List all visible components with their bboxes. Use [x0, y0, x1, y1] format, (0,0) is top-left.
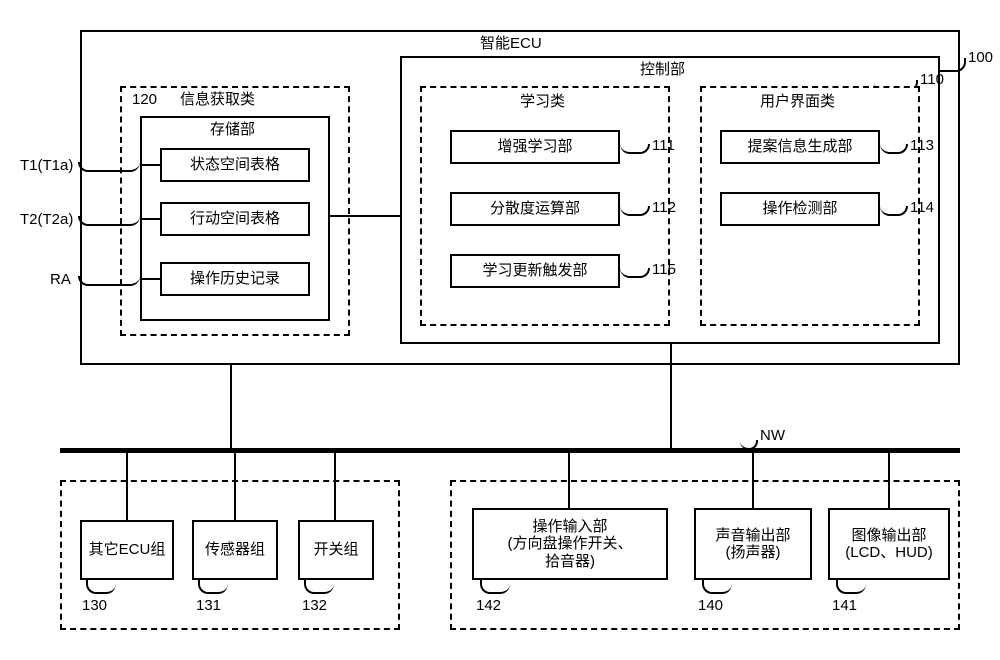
- module-ecu-title: 智能ECU: [480, 36, 542, 53]
- br-1: 声音输出部 (扬声器): [694, 508, 812, 580]
- leadc-141: [836, 580, 866, 594]
- br-stub-1: [752, 453, 754, 508]
- ref-140: 140: [698, 598, 723, 615]
- storage-item-1-label: 行动空间表格: [190, 210, 280, 227]
- br-stub-0: [568, 453, 570, 508]
- ref-114: 114: [910, 200, 934, 217]
- learn-2-label: 学习更新触发部: [482, 262, 587, 279]
- br-1-label: 声音输出部 (扬声器): [715, 527, 790, 562]
- ref-132: 132: [302, 598, 327, 615]
- ref-ra: RA: [50, 272, 71, 289]
- lead-t2: [140, 218, 160, 220]
- bl-stub-2: [334, 453, 336, 520]
- bus-label: NW: [760, 428, 785, 445]
- bl-2-label: 开关组: [313, 541, 358, 558]
- bl-1-label: 传感器组: [205, 541, 265, 558]
- bl-1: 传感器组: [192, 520, 278, 580]
- bl-0-label: 其它ECU组: [89, 541, 166, 558]
- ref-131: 131: [196, 598, 221, 615]
- br-0: 操作输入部 (方向盘操作开关、 拾音器): [472, 508, 668, 580]
- bl-2: 开关组: [298, 520, 374, 580]
- info-group-title: 信息获取类: [180, 92, 255, 109]
- ref-110: 110: [920, 72, 944, 89]
- leadc-142: [480, 580, 510, 594]
- learning-title: 学习类: [520, 94, 565, 111]
- storage-item-0-label: 状态空间表格: [190, 156, 280, 173]
- drop-left: [230, 365, 232, 450]
- ref-t1: T1(T1a): [20, 158, 78, 175]
- ref-112: 112: [652, 200, 676, 217]
- storage-item-1: 行动空间表格: [160, 202, 310, 236]
- ref-142: 142: [476, 598, 501, 615]
- ref-t2: T2(T2a): [20, 212, 73, 229]
- ref-111: 111: [652, 138, 675, 155]
- leadc-131: [198, 580, 228, 594]
- diagram-canvas: 智能ECU 100 控制部 110 120 信息获取类 存储部 状态空间表格 T…: [20, 20, 980, 640]
- ui-0-label: 提案信息生成部: [747, 138, 852, 155]
- leadc-t1: [78, 162, 140, 172]
- learn-0-label: 增强学习部: [497, 138, 572, 155]
- controller-title: 控制部: [640, 62, 685, 79]
- storage-item-2-label: 操作历史记录: [190, 270, 280, 287]
- conn-storage-ctrl: [330, 215, 400, 217]
- bus-nw: [60, 448, 960, 453]
- bl-0: 其它ECU组: [80, 520, 174, 580]
- ref-130: 130: [82, 598, 107, 615]
- learn-1-label: 分散度运算部: [490, 200, 580, 217]
- learn-1: 分散度运算部: [450, 192, 620, 226]
- bl-stub-0: [126, 453, 128, 520]
- ui-1-label: 操作检测部: [762, 200, 837, 217]
- lead-t1: [140, 164, 160, 166]
- br-2: 图像输出部 (LCD、HUD): [828, 508, 950, 580]
- leadc-132: [304, 580, 334, 594]
- storage-item-0: 状态空间表格: [160, 148, 310, 182]
- ui-1: 操作检测部: [720, 192, 880, 226]
- ref-100: 100: [968, 50, 993, 67]
- ref-141: 141: [832, 598, 857, 615]
- storage-item-2: 操作历史记录: [160, 262, 310, 296]
- leadc-130: [86, 580, 116, 594]
- ui-0: 提案信息生成部: [720, 130, 880, 164]
- lead-ra: [140, 278, 160, 280]
- ref-115: 115: [652, 262, 676, 279]
- leadc-t2: [78, 216, 140, 226]
- ui-title: 用户界面类: [760, 94, 835, 111]
- leadc-ra: [78, 276, 140, 286]
- learn-2: 学习更新触发部: [450, 254, 620, 288]
- ref-113: 113: [910, 138, 934, 155]
- drop-right: [670, 344, 672, 450]
- storage-title: 存储部: [210, 122, 255, 139]
- br-0-label: 操作输入部 (方向盘操作开关、 拾音器): [508, 518, 633, 570]
- br-2-label: 图像输出部 (LCD、HUD): [845, 527, 933, 562]
- learn-0: 增强学习部: [450, 130, 620, 164]
- br-stub-2: [888, 453, 890, 508]
- leadc-140: [702, 580, 732, 594]
- bl-stub-1: [234, 453, 236, 520]
- info-group-ref: 120: [132, 92, 157, 109]
